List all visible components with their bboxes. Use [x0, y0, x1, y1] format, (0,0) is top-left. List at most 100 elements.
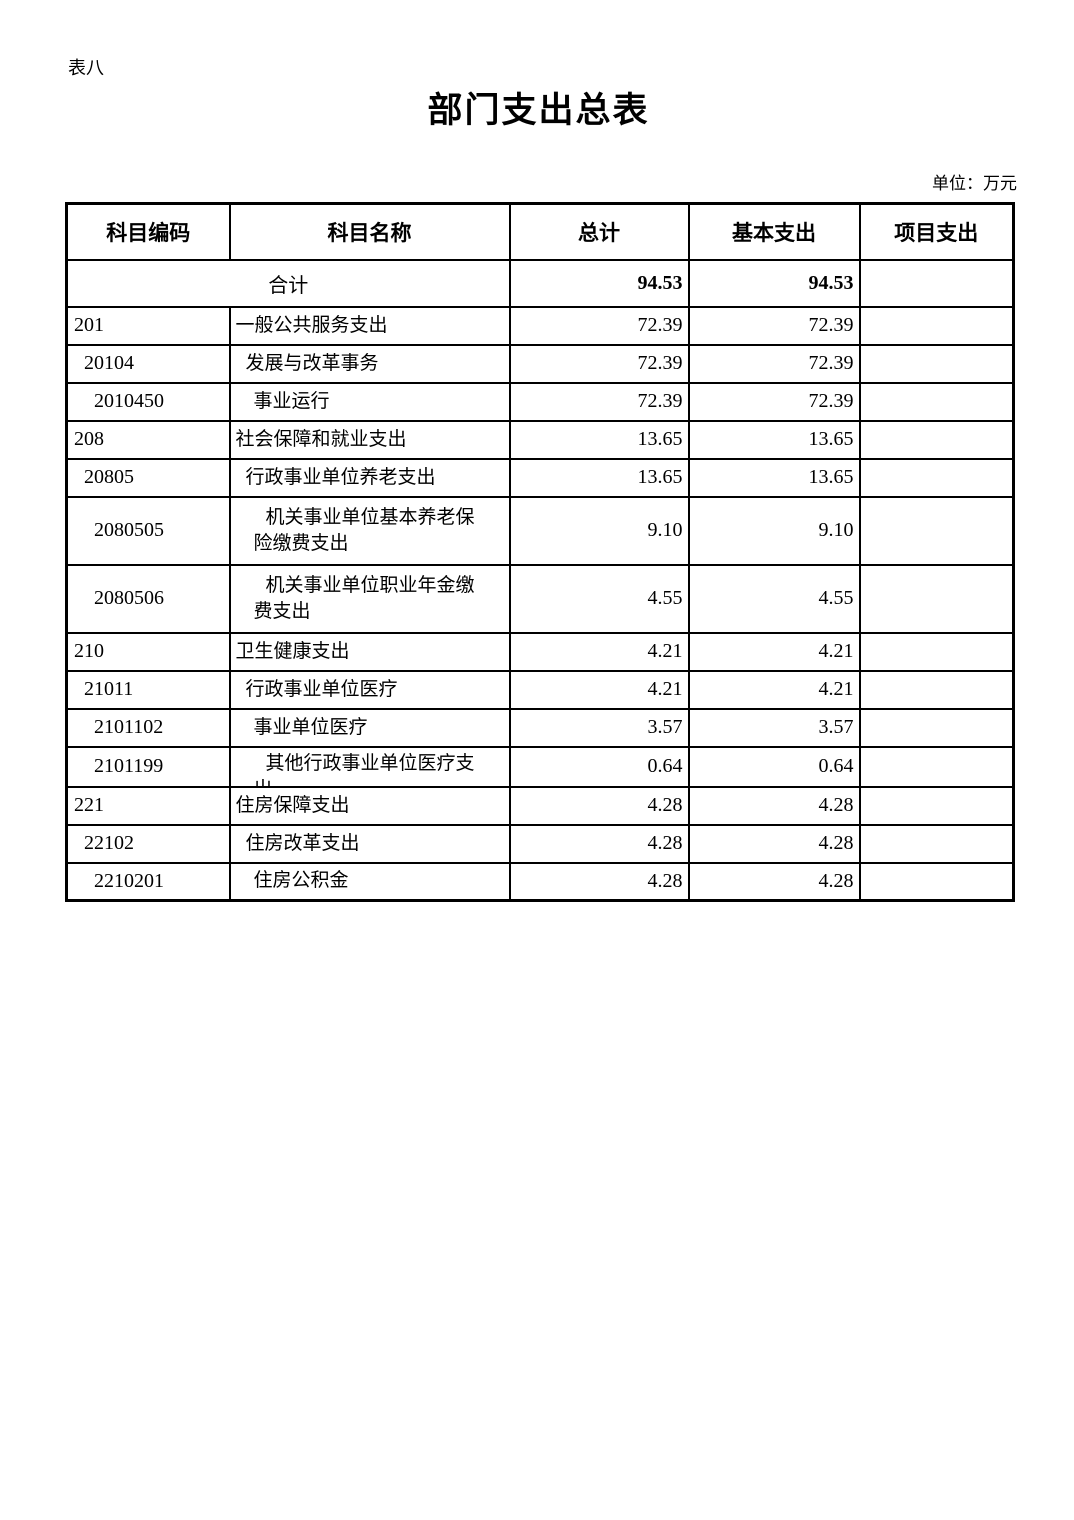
- subject-name-cell: 住房保障支出: [228, 785, 511, 826]
- subject-name-cell: 社会保障和就业支出: [228, 419, 511, 460]
- project-expenditure-cell: [858, 381, 1015, 422]
- subject-name-cell: 住房公积金: [228, 861, 511, 902]
- unit-note: 单位：万元: [932, 174, 1017, 193]
- total-cell: 4.21: [508, 631, 690, 672]
- subject-name-cell: 住房改革支出: [228, 823, 511, 864]
- expenditure-table: 科目编码 科目名称 总计 基本支出 项目支出 合计 94.53 94.53 20…: [65, 202, 1015, 902]
- table-row: 201 一般公共服务支出 72.39 72.39: [65, 305, 1015, 346]
- project-expenditure-cell: [858, 305, 1015, 346]
- subject-code-cell: 2101199: [65, 745, 231, 788]
- subject-name-cell: 卫生健康支出: [228, 631, 511, 672]
- total-cell: 9.10: [508, 495, 690, 566]
- basic-expenditure-cell: 0.64: [687, 745, 861, 788]
- subject-name-cell: 其他行政事业单位医疗支出: [228, 745, 511, 788]
- project-expenditure-cell: [858, 419, 1015, 460]
- basic-expenditure-cell: 13.65: [687, 419, 861, 460]
- basic-expenditure-cell: 4.28: [687, 785, 861, 826]
- project-expenditure-cell: [858, 669, 1015, 710]
- subject-code-cell: 208: [65, 419, 231, 460]
- subject-code-cell: 221: [65, 785, 231, 826]
- table-row: 2010450 事业运行 72.39 72.39: [65, 381, 1015, 422]
- subject-name-cell: 事业运行: [228, 381, 511, 422]
- subject-name-cell: 行政事业单位养老支出: [228, 457, 511, 498]
- subject-code-cell: 2010450: [65, 381, 231, 422]
- basic-expenditure-cell: 4.28: [687, 823, 861, 864]
- table-body: 合计 94.53 94.53 201 一般公共服务支出 72.39 72.39 …: [65, 258, 1015, 902]
- table-row: 2101199 其他行政事业单位医疗支出 0.64 0.64: [65, 745, 1015, 788]
- subject-code-cell: 22102: [65, 823, 231, 864]
- subject-name-text: 发展与改革事务: [245, 352, 379, 374]
- subject-name-text: 住房公积金: [253, 870, 349, 892]
- subject-name-cell: 一般公共服务支出: [228, 305, 511, 346]
- basic-expenditure-cell: 72.39: [687, 381, 861, 422]
- total-cell: 0.64: [508, 745, 690, 788]
- project-expenditure-cell: [858, 707, 1015, 748]
- subject-name-text: 住房改革支出: [245, 832, 360, 854]
- basic-expenditure-cell: 4.55: [687, 563, 861, 634]
- table-row: 20805 行政事业单位养老支出 13.65 13.65: [65, 457, 1015, 498]
- total-cell: 4.28: [508, 823, 690, 864]
- table-row: 22102 住房改革支出 4.28 4.28: [65, 823, 1015, 864]
- table-row: 2101102 事业单位医疗 3.57 3.57: [65, 707, 1015, 748]
- subject-name-text: 事业运行: [253, 390, 330, 412]
- table-number-label: 表八: [68, 58, 104, 78]
- basic-expenditure-cell: 4.28: [687, 861, 861, 902]
- subject-name-cell: 发展与改革事务: [228, 343, 511, 384]
- basic-expenditure-cell: 13.65: [687, 457, 861, 498]
- table-row: 221 住房保障支出 4.28 4.28: [65, 785, 1015, 826]
- subject-name-cell: 机关事业单位基本养老保险缴费支出: [228, 495, 511, 566]
- project-expenditure-cell: [858, 563, 1015, 634]
- subject-code-cell: 21011: [65, 669, 231, 710]
- table-header: 科目编码 科目名称 总计 基本支出 项目支出: [65, 202, 1015, 261]
- table-row: 2080505 机关事业单位基本养老保险缴费支出 9.10 9.10: [65, 495, 1015, 566]
- total-cell: 72.39: [508, 343, 690, 384]
- subject-code-cell: 210: [65, 631, 231, 672]
- subject-code-cell: 20805: [65, 457, 231, 498]
- table-row: 210 卫生健康支出 4.21 4.21: [65, 631, 1015, 672]
- subject-code-cell: 201: [65, 305, 231, 346]
- subject-name-text: 机关事业单位基本养老保险缴费支出: [253, 506, 475, 554]
- subject-name-text: 一般公共服务支出: [235, 314, 388, 336]
- subject-name-text: 行政事业单位医疗: [245, 678, 398, 700]
- header-basic-expenditure: 基本支出: [687, 202, 861, 261]
- total-cell: 13.65: [508, 457, 690, 498]
- subject-name-cell: 行政事业单位医疗: [228, 669, 511, 710]
- header-subject-name: 科目名称: [228, 202, 511, 261]
- table-row: 2210201 住房公积金 4.28 4.28: [65, 861, 1015, 902]
- subject-name-text: 事业单位医疗: [253, 716, 368, 738]
- basic-expenditure-cell: 3.57: [687, 707, 861, 748]
- project-expenditure-cell: [858, 745, 1015, 788]
- table-row: 21011 行政事业单位医疗 4.21 4.21: [65, 669, 1015, 710]
- total-row: 合计 94.53 94.53: [65, 258, 1015, 308]
- project-expenditure-cell: [858, 343, 1015, 384]
- total-cell: 72.39: [508, 381, 690, 422]
- basic-expenditure-cell: 4.21: [687, 631, 861, 672]
- basic-expenditure-cell: 9.10: [687, 495, 861, 566]
- project-expenditure-cell: [858, 861, 1015, 902]
- project-expenditure-cell: [858, 457, 1015, 498]
- subject-name-text: 卫生健康支出: [235, 640, 350, 662]
- total-cell: 4.28: [508, 785, 690, 826]
- subject-name-text: 社会保障和就业支出: [235, 428, 407, 450]
- subject-code-cell: 2080506: [65, 563, 231, 634]
- total-row-basic: 94.53: [687, 258, 861, 308]
- subject-name-text: 机关事业单位职业年金缴费支出: [253, 574, 475, 622]
- project-expenditure-cell: [858, 495, 1015, 566]
- total-cell: 4.55: [508, 563, 690, 634]
- table-row: 208 社会保障和就业支出 13.65 13.65: [65, 419, 1015, 460]
- subject-name-cell: 事业单位医疗: [228, 707, 511, 748]
- basic-expenditure-cell: 72.39: [687, 343, 861, 384]
- header-subject-code: 科目编码: [65, 202, 231, 261]
- basic-expenditure-cell: 4.21: [687, 669, 861, 710]
- total-cell: 3.57: [508, 707, 690, 748]
- table-row: 20104 发展与改革事务 72.39 72.39: [65, 343, 1015, 384]
- header-project-expenditure: 项目支出: [858, 202, 1015, 261]
- total-row-label: 合计: [65, 258, 511, 308]
- project-expenditure-cell: [858, 823, 1015, 864]
- total-cell: 4.21: [508, 669, 690, 710]
- page-title: 部门支出总表: [427, 90, 650, 131]
- total-row-total: 94.53: [508, 258, 690, 308]
- subject-name-text: 住房保障支出: [235, 794, 350, 816]
- subject-name-text: 其他行政事业单位医疗支出: [254, 752, 475, 785]
- subject-code-cell: 2210201: [65, 861, 231, 902]
